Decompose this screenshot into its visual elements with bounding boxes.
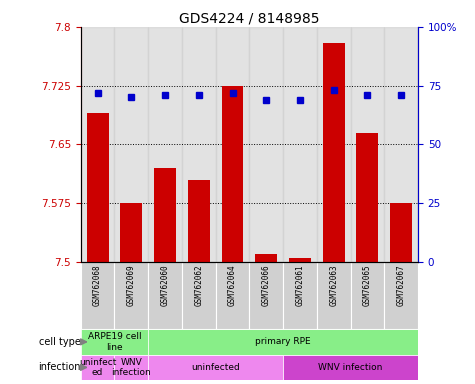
Bar (249, 262, 283, 329)
Text: WNV infection: WNV infection (318, 363, 383, 372)
Text: primary RPE: primary RPE (255, 338, 311, 346)
Bar (384, 27, 418, 262)
Bar (283, 27, 317, 262)
Bar (182, 262, 216, 329)
Bar (148, 355, 283, 380)
Bar (114, 355, 148, 380)
Text: uninfected: uninfected (191, 363, 240, 372)
Bar (114, 27, 148, 262)
Bar (384, 262, 418, 329)
Bar (81, 329, 148, 355)
Text: GSM762063: GSM762063 (329, 264, 338, 306)
Bar (323, 43, 345, 262)
Bar (289, 258, 311, 262)
Bar (154, 168, 176, 262)
Bar (182, 27, 216, 262)
Bar (148, 27, 182, 262)
Title: GDS4224 / 8148985: GDS4224 / 8148985 (179, 12, 320, 26)
Text: GSM762061: GSM762061 (295, 264, 304, 306)
Bar (283, 262, 317, 329)
Bar (249, 27, 283, 262)
Bar (221, 86, 244, 262)
Bar (86, 113, 109, 262)
Text: ARPE19 cell
line: ARPE19 cell line (88, 332, 141, 352)
Text: GSM762064: GSM762064 (228, 264, 237, 306)
Bar (351, 262, 384, 329)
Text: GSM762069: GSM762069 (127, 264, 136, 306)
Text: uninfect
ed: uninfect ed (79, 358, 116, 377)
Text: WNV
infection: WNV infection (112, 358, 151, 377)
Text: GSM762060: GSM762060 (161, 264, 170, 306)
Text: GSM762066: GSM762066 (262, 264, 271, 306)
Bar (356, 132, 379, 262)
Bar (317, 27, 351, 262)
Bar (216, 262, 249, 329)
Bar (148, 329, 418, 355)
Bar (81, 262, 114, 329)
Bar (283, 355, 418, 380)
Bar (216, 27, 249, 262)
Bar (114, 262, 148, 329)
Text: GSM762062: GSM762062 (194, 264, 203, 306)
Bar (120, 203, 142, 262)
Text: infection: infection (38, 362, 81, 372)
Text: GSM762068: GSM762068 (93, 264, 102, 306)
Bar (317, 262, 351, 329)
Text: cell type: cell type (39, 337, 81, 347)
Bar (148, 262, 182, 329)
Bar (81, 355, 114, 380)
Bar (351, 27, 384, 262)
Bar (390, 203, 412, 262)
Text: GSM762065: GSM762065 (363, 264, 372, 306)
Text: GSM762067: GSM762067 (397, 264, 406, 306)
Bar (81, 27, 114, 262)
Bar (188, 180, 210, 262)
Bar (255, 254, 277, 262)
